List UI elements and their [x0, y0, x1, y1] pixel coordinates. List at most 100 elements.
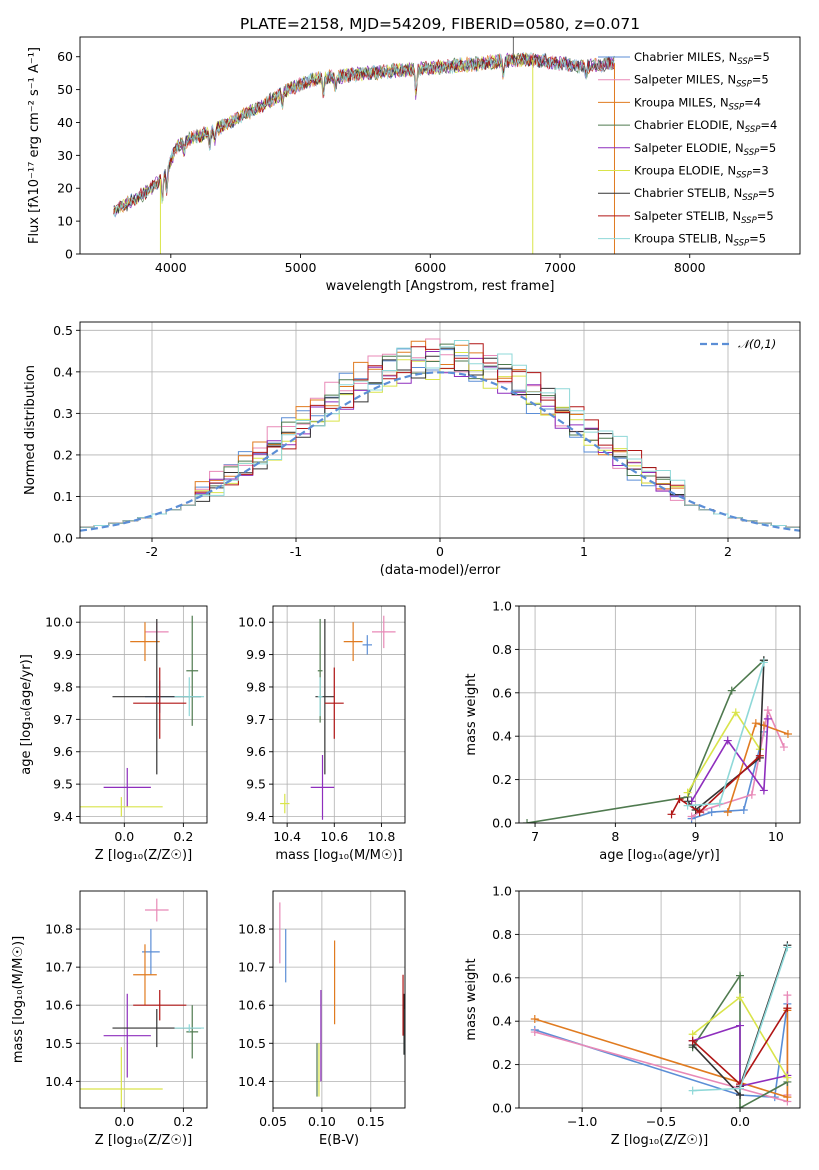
y-tick-label: 1.0: [492, 599, 512, 614]
weight-marker: [751, 719, 760, 728]
errorbar-salpeter-stelib: [133, 667, 187, 739]
errorbar-chabrier-miles: [362, 635, 372, 655]
y-tick-label: 10.4: [238, 1074, 266, 1089]
x-axis-label: (data-model)/error: [380, 563, 501, 578]
errorbar-kroupa-miles: [343, 622, 363, 662]
axes-frame: [79, 36, 801, 255]
x-tick-label: 10.6: [320, 829, 348, 844]
residuals-legend: 𝒩(0,1): [700, 337, 776, 351]
weight-marker: [675, 795, 684, 804]
plot-area: [113, 37, 615, 254]
axes-frame: [79, 321, 801, 539]
figure-title: PLATE=2158, MJD=54209, FIBERID=0580, z=0…: [240, 15, 640, 33]
y-tick-label: 0.0: [492, 1101, 512, 1116]
x-tick-label: 0.15: [357, 1114, 385, 1129]
errorbar-kroupa-elodie: [80, 797, 163, 817]
x-tick-label: 0.10: [308, 1114, 336, 1129]
weight-marker: [739, 805, 748, 814]
x-tick-label: -1: [290, 544, 302, 559]
y-tick-label: 0.0: [53, 531, 73, 546]
weight-marker: [736, 971, 745, 980]
y-tick-label: 10.8: [238, 922, 266, 937]
weight-marker: [736, 1084, 745, 1093]
x-tick-label: 10.8: [368, 829, 396, 844]
weight-marker: [707, 808, 716, 817]
x-tick-label: 0.05: [259, 1114, 287, 1129]
y-tick-label: 0.6: [492, 685, 512, 700]
x-tick-label: 10.4: [273, 829, 301, 844]
weight-marker: [667, 810, 676, 819]
y-tick-label: 9.5: [53, 777, 73, 792]
weight-marker: [759, 786, 768, 795]
legend-entry: Chabrier STELIB, NSSP=5: [634, 186, 775, 203]
x-tick-label: 5000: [285, 260, 317, 275]
y-tick-label: 10: [57, 214, 73, 229]
normal-reference-curve: [80, 371, 800, 532]
weight-vs-age-panel: 7 8 9 10 0.0 0.2 0.4 0.6 0.8 1.0 age [log₁₀(age/yr…: [464, 599, 801, 863]
x-axis-label: Z [log₁₀(Z/Z☉)]: [611, 1133, 708, 1148]
y-tick-label: 50: [57, 82, 73, 97]
errorbar-kroupa-stelib: [174, 1024, 205, 1032]
weight-line-salpeter-elodie: [690, 718, 769, 802]
errorbar-salpeter-elodie: [310, 754, 335, 820]
weight-marker: [783, 1073, 792, 1082]
weight-marker: [779, 743, 788, 752]
y-tick-label: 10.0: [45, 615, 73, 630]
x-tick-label: 1: [580, 544, 588, 559]
spectrum-legend: Chabrier MILES, NSSP=5 Salpeter MILES, NS…: [598, 50, 777, 249]
plot-area: [80, 338, 800, 532]
errorbar-kroupa-stelib: [174, 677, 205, 717]
axes-frame: [518, 605, 801, 824]
weight-marker: [783, 1093, 792, 1102]
weight-marker: [727, 686, 736, 695]
errorbar-salpeter-elodie: [103, 767, 151, 807]
y-tick-label: 0.4: [492, 1014, 512, 1029]
x-tick-label: 0.0: [730, 1114, 750, 1129]
errorbar-salpeter-elodie: [103, 993, 151, 1078]
y-tick-label: 10.8: [45, 922, 73, 937]
errorbar-salpeter-stelib: [133, 989, 187, 1021]
x-tick-label: 10: [768, 829, 784, 844]
weight-marker: [688, 1086, 697, 1095]
legend-entry: Chabrier ELODIE, NSSP=4: [634, 118, 777, 135]
weight-marker: [736, 1104, 745, 1108]
residuals-panel: -2 -1 0 1 2 0.0 0.1 0.2 0.3 0.4 0.5 (data-model)/er…: [23, 321, 801, 578]
weight-marker: [763, 706, 772, 715]
age-vs-metallicity-panel: 0.0 0.2 9.4 9.5 9.6 9.7 9.8 9.9 10.0 Z [log₁₀(Z/Z…: [19, 605, 208, 863]
x-tick-label: 0.0: [114, 829, 134, 844]
y-tick-label: 0.2: [53, 447, 73, 462]
errorbar-chabrier-elodie: [186, 615, 199, 726]
x-tick-label: −1.0: [567, 1114, 597, 1129]
axes-frame: [79, 605, 208, 824]
x-tick-label: 9: [692, 829, 700, 844]
x-axis-label: Z [log₁₀(Z/Z☉)]: [95, 848, 192, 863]
x-tick-label: 6000: [414, 260, 446, 275]
y-tick-label: 0: [65, 247, 73, 262]
legend-entry: Kroupa ELODIE, NSSP=3: [634, 164, 769, 181]
weight-line-salpeter-elodie: [692, 1024, 788, 1088]
x-tick-label: -2: [146, 544, 158, 559]
axes-frame: [272, 605, 406, 824]
weight-line-kroupa-elodie: [686, 710, 761, 794]
mass-vs-metallicity-panel: 0.0 0.2 10.4 10.5 10.6 10.7 10.8 Z [log₁₀(Z/Z☉)…: [11, 890, 208, 1148]
y-tick-label: 9.7: [246, 712, 266, 727]
x-tick-label: 8: [611, 829, 619, 844]
weight-marker: [723, 736, 732, 745]
x-axis-label: E(B-V): [319, 1133, 359, 1148]
plot-area: [279, 902, 405, 1097]
weight-marker: [523, 819, 532, 823]
weight-marker: [530, 1028, 539, 1037]
spectrum-line-salpeter-elodie: [113, 52, 615, 215]
x-axis-label: age [log₁₀(age/yr)]: [599, 848, 720, 863]
y-tick-label: 60: [57, 49, 73, 64]
weight-line-kroupa-miles: [726, 722, 789, 813]
x-tick-label: 2: [724, 544, 732, 559]
y-axis-label: Normed distribution: [23, 365, 38, 495]
y-tick-label: 0.1: [53, 489, 73, 504]
axes-frame: [518, 890, 801, 1109]
weight-marker: [683, 788, 692, 797]
y-tick-label: 9.9: [246, 647, 266, 662]
y-tick-label: 10.5: [238, 1036, 266, 1051]
residual-histogram-kroupa-stelib: [80, 340, 800, 530]
